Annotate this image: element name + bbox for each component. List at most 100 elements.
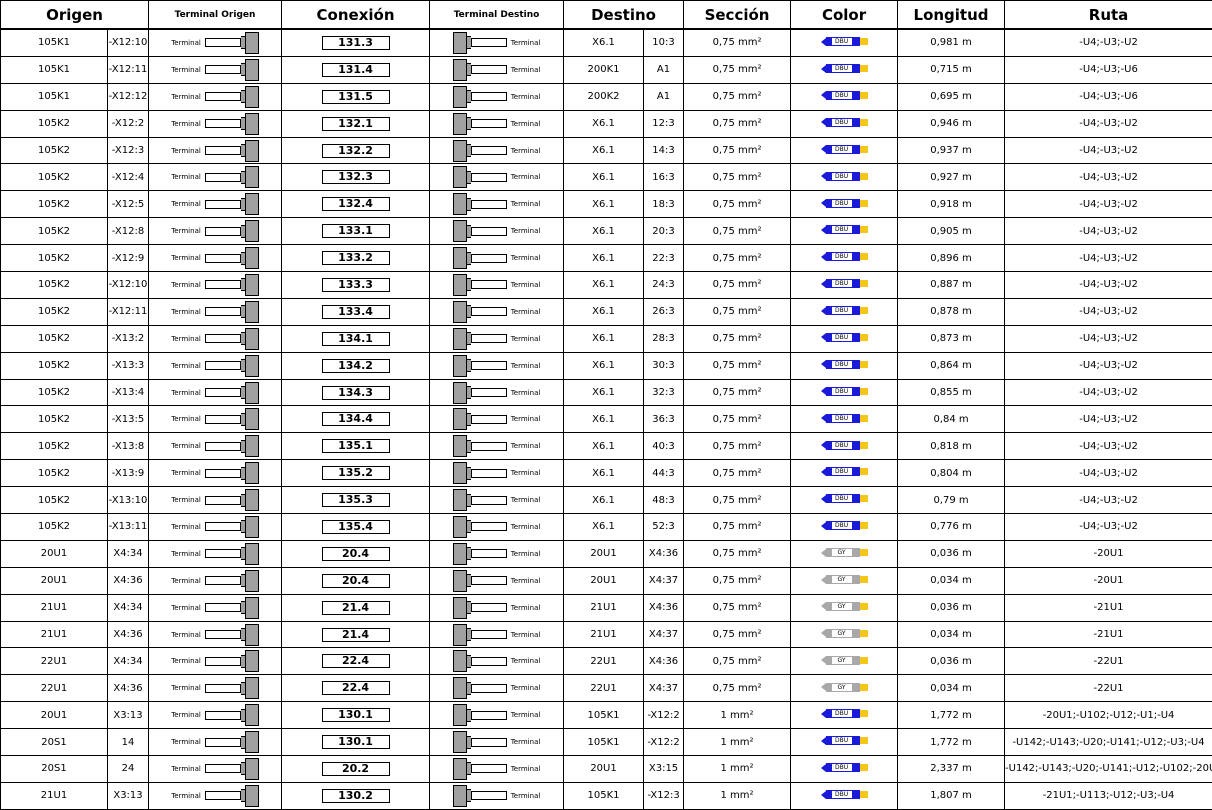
terminal-origen-label: Terminal [171,550,201,558]
longitud-value: 0,878 m [898,298,1005,325]
seccion-value: 0,75 mm² [684,272,791,299]
wire-color-icon: DBU [821,736,868,745]
terminal-origen-label: Terminal [171,792,201,800]
wire-color-code: DBU [832,334,852,341]
longitud-value: 0,036 m [898,648,1005,675]
destino-pin: X4:37 [644,621,684,648]
header-seccion: Sección [684,1,791,30]
origen-device: 105K2 [1,218,108,245]
conexion-cell: 134.3 [282,379,430,406]
ruta-value: -U4;-U3;-U2 [1005,298,1212,325]
terminal-origen-label: Terminal [171,173,201,181]
destino-device: 105K1 [564,729,644,756]
terminal-destino-cell: Terminal [430,245,564,272]
wire-color-code: DBU [832,146,852,153]
terminal-origen-cell: Terminal [149,83,282,110]
conexion-number: 132.1 [322,117,390,131]
terminal-destino-label: Terminal [511,711,541,719]
destino-device: X6.1 [564,325,644,352]
conexion-cell: 133.1 [282,218,430,245]
terminal-destino-icon [453,274,507,296]
wire-color-code: GY [832,630,852,637]
terminal-destino-cell: Terminal [430,433,564,460]
wire-color-code: DBU [832,253,852,260]
terminal-origen-cell: Terminal [149,56,282,83]
color-cell: DBU [791,29,898,56]
terminal-destino-label: Terminal [511,523,541,531]
wire-color-code: DBU [832,173,852,180]
conexion-number: 132.3 [322,170,390,184]
ruta-value: -U4;-U3;-U6 [1005,56,1212,83]
header-longitud: Longitud [898,1,1005,30]
conexion-cell: 22.4 [282,648,430,675]
destino-pin: 18:3 [644,191,684,218]
origen-pin: 24 [108,756,149,783]
ruta-value: -U4;-U3;-U2 [1005,433,1212,460]
ruta-value: -U4;-U3;-U6 [1005,83,1212,110]
seccion-value: 1 mm² [684,756,791,783]
ruta-value: -22U1 [1005,675,1212,702]
terminal-destino-cell: Terminal [430,675,564,702]
origen-pin: -X12:3 [108,137,149,164]
destino-pin: 10:3 [644,29,684,56]
terminal-destino-label: Terminal [511,227,541,235]
destino-pin: X3:15 [644,756,684,783]
origen-pin: X4:36 [108,675,149,702]
origen-device: 20S1 [1,756,108,783]
destino-pin: 44:3 [644,460,684,487]
terminal-destino-label: Terminal [511,281,541,289]
origen-pin: 14 [108,729,149,756]
conexion-cell: 135.2 [282,460,430,487]
terminal-origen-cell: Terminal [149,433,282,460]
color-cell: DBU [791,191,898,218]
conexion-number: 134.3 [322,386,390,400]
header-row: Origen Terminal Origen Conexión Terminal… [1,1,1212,30]
destino-device: 22U1 [564,648,644,675]
color-cell: DBU [791,83,898,110]
terminal-origen-cell: Terminal [149,756,282,783]
conexion-cell: 130.1 [282,729,430,756]
ruta-value: -U4;-U3;-U2 [1005,191,1212,218]
seccion-value: 0,75 mm² [684,675,791,702]
terminal-destino-icon [453,193,507,215]
destino-pin: 32:3 [644,379,684,406]
destino-pin: X4:37 [644,675,684,702]
longitud-value: 0,887 m [898,272,1005,299]
color-cell: GY [791,567,898,594]
conexion-number: 21.4 [322,628,390,642]
wire-color-icon: DBU [821,441,868,450]
seccion-value: 0,75 mm² [684,137,791,164]
terminal-origen-cell: Terminal [149,298,282,325]
terminal-origen-icon [205,86,259,108]
origen-pin: -X12:12 [108,83,149,110]
